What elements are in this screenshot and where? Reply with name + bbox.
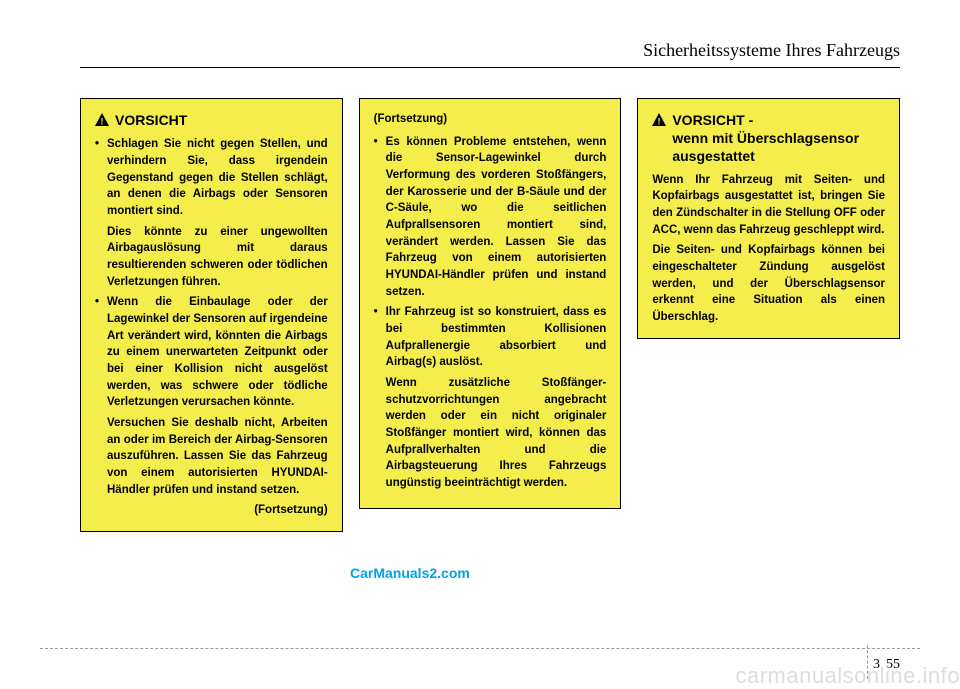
caution-1-continued: (Fortsetzung) — [95, 502, 328, 519]
watermark-grey: carmanualsonline.info — [735, 663, 960, 689]
caution-2-list: Es können Probleme entstehen, wenn die S… — [374, 134, 607, 371]
watermark-blue: CarManuals2.com — [350, 565, 470, 581]
caution-box-3: ! VORSICHT - wenn mit Überschlagsensor a… — [637, 98, 900, 339]
caution-3-title: VORSICHT - — [672, 112, 753, 128]
caution-1-item-2: Wenn die Einbaulage oder der Lagewinkel … — [95, 294, 328, 411]
caution-1-item-1: Schlagen Sie nicht gegen Stellen, und ve… — [95, 136, 328, 219]
warning-icon: ! — [652, 112, 666, 130]
svg-text:!: ! — [101, 117, 104, 127]
caution-3-subtitle: wenn mit Überschlagsensor ausgestattet — [672, 130, 859, 164]
caution-1-title-row: ! VORSICHT — [95, 111, 328, 130]
warning-icon: ! — [95, 112, 109, 130]
caution-3-title-row: ! VORSICHT - wenn mit Überschlagsensor a… — [652, 111, 885, 166]
caution-box-2: (Fortsetzung) Es können Probleme entsteh… — [359, 98, 622, 509]
content-columns: ! VORSICHT Schlagen Sie nicht gegen Stel… — [80, 98, 900, 532]
caution-1-list: Schlagen Sie nicht gegen Stellen, und ve… — [95, 136, 328, 219]
caution-1-para-1: Dies könnte zu einer ungewollten Airbaga… — [95, 224, 328, 291]
caution-3-para-1: Wenn Ihr Fahrzeug mit Seiten- und Kopfai… — [652, 172, 885, 239]
caution-2-item-2: Ihr Fahrzeug ist so konstruiert, dass es… — [374, 304, 607, 371]
caution-2-para-1: Wenn zusätzliche Stoßfänger­schutzvorric… — [374, 375, 607, 492]
header-rule: Sicherheitssysteme Ihres Fahrzeugs — [80, 40, 900, 68]
section-title: Sicherheitssysteme Ihres Fahrzeugs — [80, 40, 900, 61]
caution-2-title: (Fortsetzung) — [374, 111, 607, 128]
caution-3-para-2: Die Seiten- und Kopfairbags können bei e… — [652, 242, 885, 325]
caution-3-title-wrap: VORSICHT - wenn mit Überschlagsensor aus… — [672, 111, 885, 166]
caution-1-list-2: Wenn die Einbaulage oder der Lagewinkel … — [95, 294, 328, 411]
caution-2-item-1: Es können Probleme entstehen, wenn die S… — [374, 134, 607, 301]
manual-page: Sicherheitssysteme Ihres Fahrzeugs ! VOR… — [0, 0, 960, 689]
caution-1-para-2: Versuchen Sie deshalb nicht, Arbeiten an… — [95, 415, 328, 498]
caution-1-title: VORSICHT — [115, 111, 187, 129]
caution-box-1: ! VORSICHT Schlagen Sie nicht gegen Stel… — [80, 98, 343, 532]
svg-text:!: ! — [658, 117, 661, 127]
footer-dashed-line — [40, 648, 920, 649]
